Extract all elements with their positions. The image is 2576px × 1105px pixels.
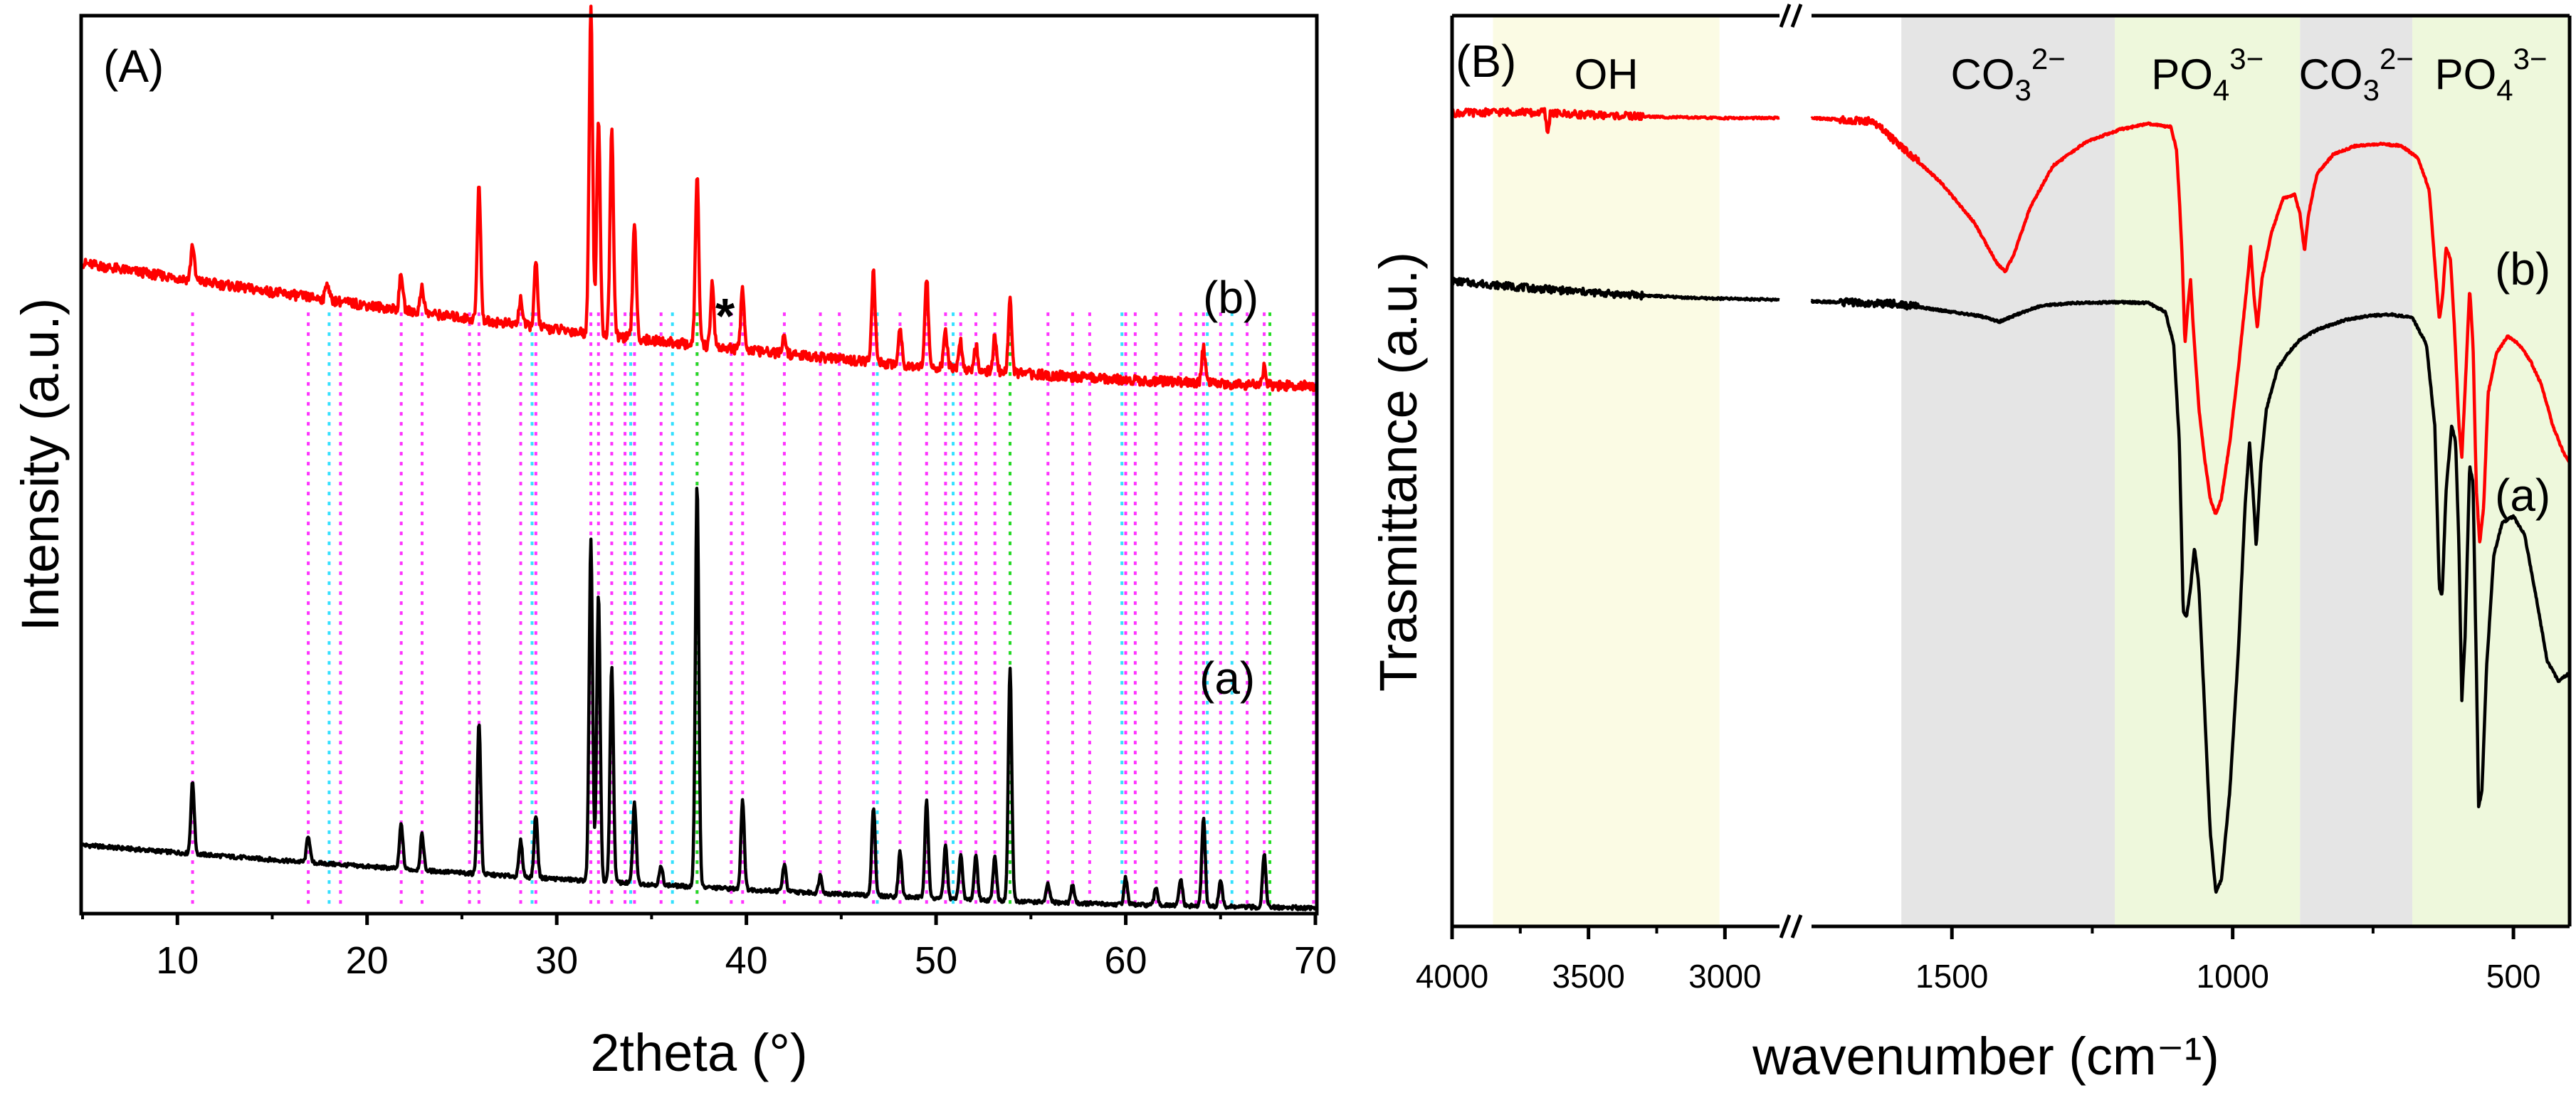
band-label-sub: 4	[2496, 73, 2513, 107]
panel-b-y-axis-label: Trasmittance (a.u.)	[1369, 252, 1428, 692]
xrd-reference-lines	[191, 312, 1315, 909]
band-label: OH	[1574, 51, 1639, 98]
band-label-main: CO	[2299, 51, 2363, 98]
x-tick-label: 20	[346, 939, 389, 982]
axis-break-mark	[1779, 914, 1792, 939]
panel-a-frame	[79, 14, 1319, 916]
band-label-main: PO	[2435, 51, 2497, 98]
panel-a-xrd: 10 20 30 40 50 60 70 (A) (b) (a) * 2theta (°) …	[11, 4, 1337, 1082]
x-tick-label: 70	[1294, 939, 1337, 982]
ftir-band-labels: OH CO32− PO43− CO32− PO43−	[1574, 42, 2548, 107]
x-tick-label: 60	[1104, 939, 1147, 982]
ftir-series-b-line	[1450, 107, 1781, 134]
panel-b-ftir: 4000 3500 3000 1500 1000 500 OH CO32− PO43− CO32…	[1369, 4, 2572, 1086]
band-label: PO43−	[2151, 42, 2264, 107]
panel-a-y-axis-label: Intensity (a.u.)	[11, 298, 70, 632]
panel-b-x-ticks: 4000 3500 3000 1500 1000 500	[1416, 926, 2541, 995]
band-region	[2300, 16, 2413, 926]
x-tick-label: 3500	[1552, 958, 1624, 995]
band-label: PO43−	[2435, 42, 2548, 107]
ftir-label-b: (b)	[2495, 243, 2550, 295]
ftir-series-a-line	[1810, 297, 2571, 894]
band-label-sub: 3	[2363, 73, 2380, 107]
panel-b-x-axis-label-text: wavenumber (cm⁻¹)	[1752, 1027, 2219, 1086]
band-label: CO32−	[1950, 42, 2065, 107]
x-tick-label: 10	[156, 939, 199, 982]
x-tick-label: 1500	[1915, 958, 1988, 995]
xrd-series-a-line	[80, 486, 1318, 911]
ftir-label-a: (a)	[2495, 470, 2550, 521]
xrd-series-lines	[80, 4, 1318, 911]
band-label-sup: 3−	[2229, 42, 2264, 75]
band-label-main: CO	[1950, 51, 2014, 98]
x-tick-label: 4000	[1416, 958, 1488, 995]
x-tick-label: 500	[2486, 958, 2541, 995]
band-label-sub: 3	[2014, 73, 2031, 107]
x-tick-label: 3000	[1688, 958, 1761, 995]
xrd-label-b: (b)	[1203, 272, 1258, 323]
panel-a-x-axis-label: 2theta (°)	[590, 1023, 807, 1082]
x-tick-label: 50	[915, 939, 957, 982]
xrd-asterisk: *	[715, 288, 735, 344]
band-label-sup: 2−	[2380, 42, 2414, 75]
band-label-sup: 3−	[2513, 42, 2548, 75]
x-tick-label: 40	[725, 939, 768, 982]
x-tick-label: 1000	[2196, 958, 2269, 995]
panel-a-x-ticks: 10 20 30 40 50 60 70	[81, 912, 1337, 982]
xrd-label-a: (a)	[1199, 652, 1255, 704]
panel-a-label: (A)	[103, 41, 164, 92]
panel-b-label: (B)	[1456, 36, 1516, 87]
ftir-series-b-line	[1810, 115, 2571, 544]
band-region	[2412, 16, 2570, 926]
band-region	[1901, 16, 2115, 926]
xrd-series-b-line	[81, 4, 1318, 392]
axis-break-mark	[1779, 4, 1792, 28]
axis-break-mark	[1790, 914, 1803, 939]
band-label-main: PO	[2151, 51, 2213, 98]
x-tick-label: 30	[535, 939, 578, 982]
ftir-series-lines	[1450, 107, 2571, 894]
band-region	[1493, 16, 1720, 926]
panel-b-x-axis-label: wavenumber (cm⁻¹)	[1752, 1027, 2219, 1086]
ftir-series-a-line	[1451, 276, 1781, 302]
band-label-sup: 2−	[2031, 42, 2066, 75]
band-label-sub: 4	[2213, 73, 2229, 107]
band-label: CO32−	[2299, 42, 2414, 107]
axis-break-mark	[1790, 4, 1803, 28]
